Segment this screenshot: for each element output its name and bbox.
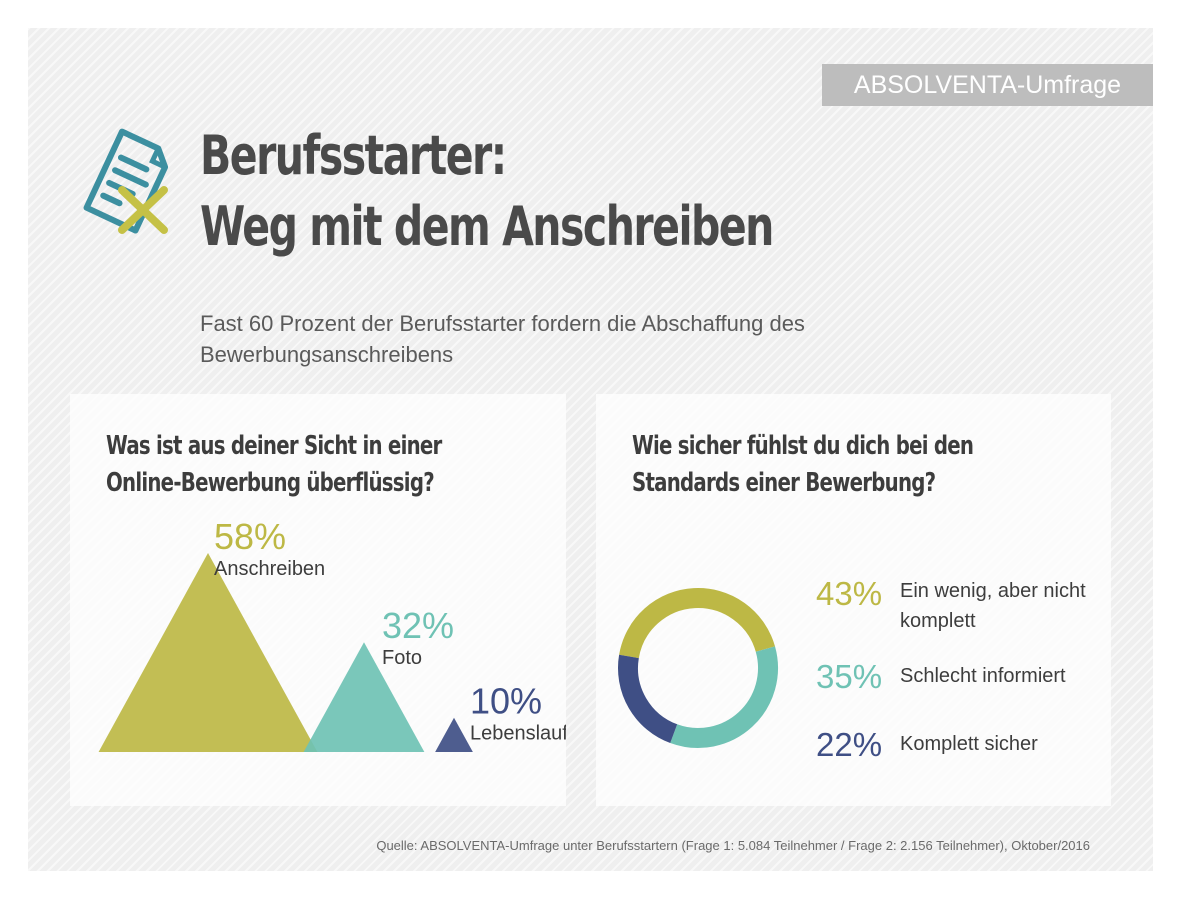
triangle-category-label: Lebenslauf bbox=[470, 723, 566, 745]
triangle-question-line-1: Was ist aus deiner Sicht in einer bbox=[106, 431, 442, 461]
triangle-category-label: Foto bbox=[382, 647, 422, 669]
title-line-2: Weg mit dem Anschreiben bbox=[200, 195, 774, 258]
donut-slice bbox=[619, 588, 776, 659]
donut-question-line-1: Wie sicher fühlst du dich bei den bbox=[632, 431, 974, 461]
survey-badge: ABSOLVENTA-Umfrage bbox=[822, 64, 1153, 106]
donut-chart-question: Wie sicher fühlst du dich bei den Standa… bbox=[632, 428, 974, 502]
legend-label: Schlecht informiert bbox=[900, 665, 1066, 687]
page-subtitle: Fast 60 Prozent der Berufsstarter forder… bbox=[200, 311, 805, 367]
triangle-chart: 58%Anschreiben 32%Foto 10%Lebenslauf bbox=[98, 516, 566, 752]
triangle-value-label: 58% bbox=[214, 516, 286, 557]
source-footnote: Quelle: ABSOLVENTA-Umfrage unter Berufss… bbox=[376, 838, 1090, 853]
triangle-lebenslauf bbox=[435, 717, 473, 752]
legend-label: Komplett sicher bbox=[900, 733, 1038, 755]
triangle-foto bbox=[303, 642, 425, 752]
triangle-chart-panel: Was ist aus deiner Sicht in einer Online… bbox=[70, 394, 566, 806]
document-cancel-icon bbox=[83, 128, 169, 234]
donut-slice bbox=[670, 646, 778, 748]
legend-value: 35% bbox=[816, 658, 883, 695]
page-title: Berufsstarter: Weg mit dem Anschreiben bbox=[200, 120, 774, 262]
legend-label: Ein wenig, aber nicht komplett bbox=[900, 580, 1086, 632]
legend-value: 22% bbox=[816, 726, 883, 763]
triangle-category-label: Anschreiben bbox=[214, 558, 325, 580]
donut-slice bbox=[618, 654, 678, 744]
triangle-value-label: 10% bbox=[470, 681, 542, 722]
triangle-question-line-2: Online-Bewerbung überflüssig? bbox=[106, 468, 435, 498]
legend-value: 43% bbox=[816, 575, 883, 612]
donut-chart-panel: Wie sicher fühlst du dich bei den Standa… bbox=[596, 394, 1111, 806]
title-line-1: Berufsstarter: bbox=[200, 124, 507, 187]
triangle-anschreiben bbox=[98, 553, 318, 752]
triangle-chart-question: Was ist aus deiner Sicht in einer Online… bbox=[106, 428, 442, 502]
donut-question-line-2: Standards einer Bewerbung? bbox=[632, 468, 936, 498]
donut-chart bbox=[618, 588, 778, 748]
triangle-value-label: 32% bbox=[382, 605, 454, 646]
infographic-canvas: ABSOLVENTA-Umfrage Berufsstarter: Weg mi… bbox=[28, 28, 1153, 871]
